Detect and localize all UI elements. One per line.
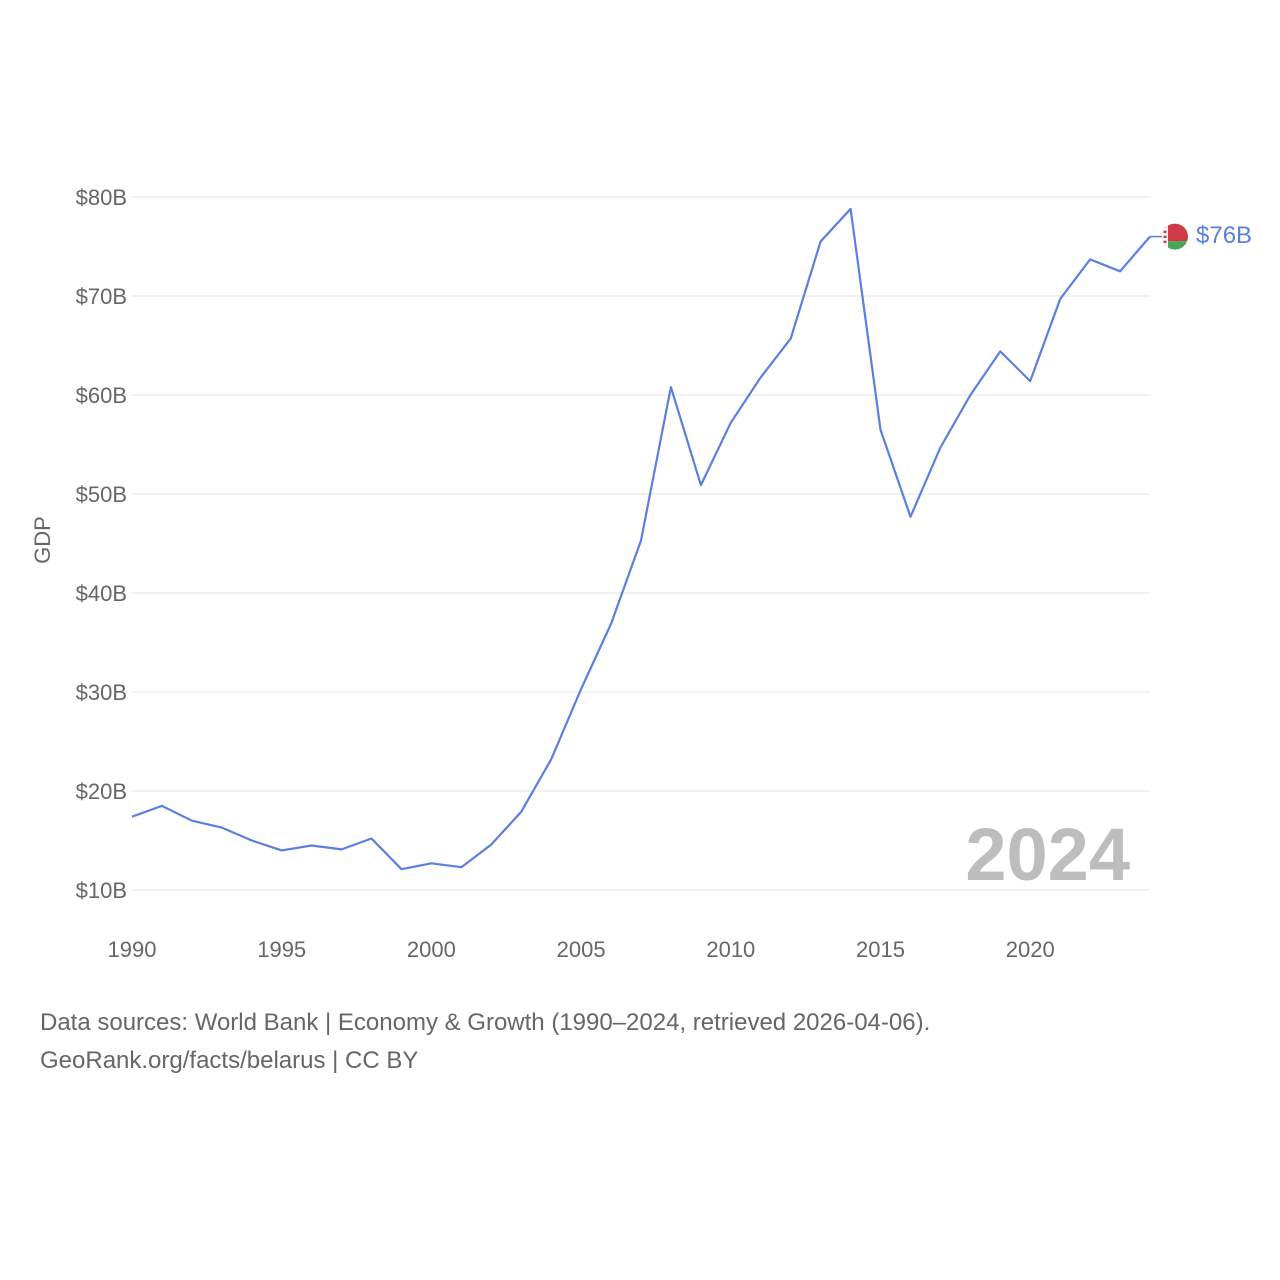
x-tick-label: 2015 [856, 937, 905, 962]
end-value-label: $76B [1196, 222, 1252, 249]
flag-ornament-mark [1163, 225, 1167, 229]
y-tick-label: $70B [76, 284, 127, 309]
y-tick-label: $50B [76, 482, 127, 507]
x-tick-label: 1995 [257, 937, 306, 962]
year-watermark: 2024 [965, 813, 1130, 896]
flag-green-band [1162, 241, 1188, 250]
x-tick-label: 2010 [706, 937, 755, 962]
x-tick-label: 2000 [407, 937, 456, 962]
y-tick-label: $60B [76, 383, 127, 408]
y-tick-label: $10B [76, 878, 127, 903]
series-layer [131, 207, 1162, 871]
y-tick-label: $20B [76, 779, 127, 804]
flag-ornament-mark [1163, 240, 1167, 244]
flag-ornament-mark [1163, 235, 1167, 239]
flag-ornament-mark [1163, 245, 1167, 249]
x-tick-label: 2020 [1006, 937, 1055, 962]
x-tick-label: 2005 [557, 937, 606, 962]
y-tick-label: $30B [76, 680, 127, 705]
y-tick-label: $80B [76, 185, 127, 210]
y-axis-label: GDP [30, 516, 55, 564]
flag-red-band [1162, 223, 1188, 242]
source-link[interactable]: GeoRank.org/facts/belarus | CC BY [40, 1047, 419, 1074]
y-tick-label: $40B [76, 581, 127, 606]
grid-lines [132, 196, 1150, 891]
x-tick-label: 1990 [108, 937, 157, 962]
flag-ornament-mark [1163, 230, 1167, 234]
x-axis-ticks: 1990 1995 2000 2005 2010 2015 2020 [108, 937, 1055, 962]
footer: Data sources: World Bank | Economy & Gro… [40, 1004, 930, 1080]
y-axis-ticks: $10B $20B $30B $40B $50B $60B $70B $80B [76, 185, 127, 903]
data-sources-text: Data sources: World Bank | Economy & Gro… [40, 1009, 931, 1036]
belarus-flag-icon [1162, 223, 1188, 250]
series-line-belarus [131, 207, 1151, 871]
